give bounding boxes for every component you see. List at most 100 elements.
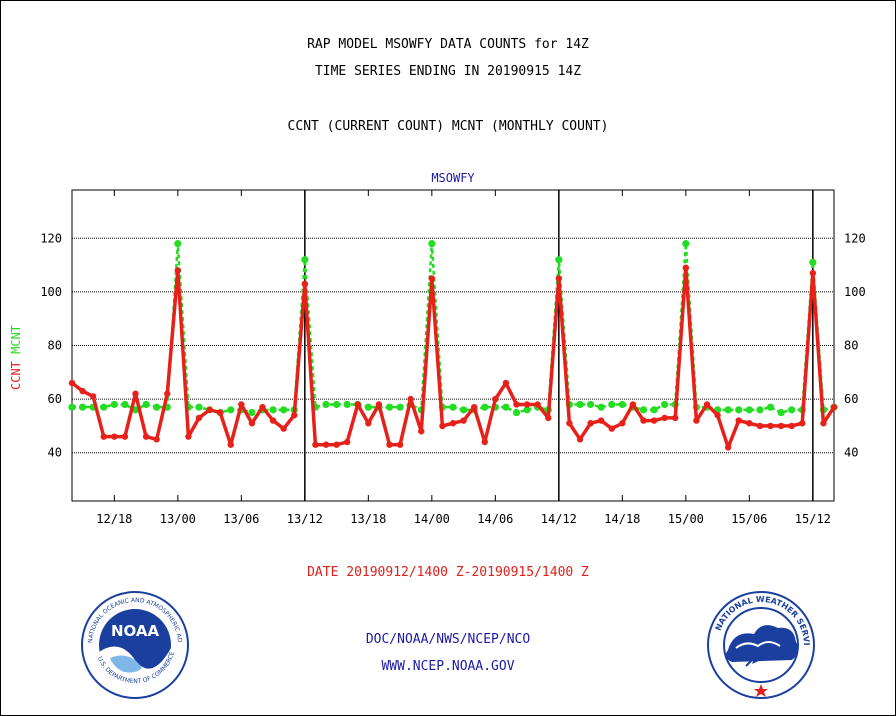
y-tick-label-left: 120 [40, 231, 62, 245]
date-range: DATE 20190912/1400 Z-20190915/1400 Z [307, 565, 589, 580]
y-axis-label: CCNT MCNT [9, 325, 23, 390]
x-tick-label: 15/00 [668, 512, 704, 526]
point-ccnt [216, 409, 224, 416]
x-tick-label: 13/18 [350, 512, 386, 526]
point-ccnt [576, 436, 584, 443]
point-mcnt [639, 406, 648, 414]
point-ccnt [777, 422, 785, 430]
point-ccnt [248, 420, 256, 427]
point-mcnt [766, 403, 775, 411]
point-ccnt [333, 441, 340, 448]
point-ccnt [587, 420, 594, 427]
point-ccnt [164, 390, 171, 397]
point-ccnt [820, 420, 827, 427]
point-mcnt [174, 240, 182, 248]
x-tick-label: 13/06 [223, 512, 259, 526]
point-ccnt [481, 438, 488, 446]
point-ccnt [714, 412, 721, 419]
point-ccnt [650, 417, 658, 424]
point-ccnt [111, 433, 118, 440]
point-ccnt [460, 417, 467, 424]
point-ccnt [280, 425, 287, 432]
point-mcnt [301, 256, 309, 264]
point-ccnt [89, 393, 97, 400]
point-mcnt [332, 400, 341, 409]
x-tick-label: 15/06 [731, 512, 767, 526]
point-ccnt [121, 433, 129, 440]
y-tick-label-right: 120 [844, 231, 866, 245]
ncep-url: WWW.NCEP.NOAA.GOV [381, 659, 515, 674]
point-ccnt [597, 417, 605, 424]
point-ccnt [555, 275, 563, 282]
point-mcnt [364, 403, 372, 411]
point-mcnt [459, 406, 468, 414]
y-tick-label-left: 80 [48, 339, 62, 353]
point-ccnt [68, 379, 76, 387]
point-ccnt [79, 387, 86, 395]
point-ccnt [428, 275, 436, 282]
point-ccnt [746, 420, 753, 427]
point-ccnt [185, 433, 192, 440]
point-ccnt [418, 428, 425, 435]
point-ccnt [470, 403, 478, 411]
point-mcnt [428, 240, 436, 248]
point-ccnt [206, 406, 213, 414]
point-ccnt [523, 401, 531, 408]
point-ccnt [312, 441, 319, 448]
chart-title-line1: RAP MODEL MSOWFY DATA COUNTS for 14Z [307, 37, 589, 52]
point-mcnt [682, 240, 690, 248]
point-mcnt [597, 403, 605, 411]
x-tick-label: 15/12 [795, 512, 831, 526]
org-path: DOC/NOAA/NWS/NCEP/NCO [365, 632, 531, 647]
point-ccnt [142, 433, 150, 440]
point-mcnt [745, 406, 753, 414]
point-mcnt [195, 403, 203, 411]
point-ccnt [566, 420, 573, 427]
point-ccnt [682, 264, 690, 271]
point-mcnt [227, 406, 235, 414]
chart-title-line2: TIME SERIES ENDING IN 20190915 14Z [314, 64, 582, 79]
point-ccnt [343, 438, 351, 446]
point-ccnt [322, 441, 330, 448]
plot-title: MSOWFY [431, 171, 475, 185]
point-mcnt [724, 406, 732, 414]
point-mcnt [280, 406, 288, 414]
point-ccnt [153, 436, 160, 443]
point-ccnt [703, 401, 711, 408]
nws-logo: NATIONAL WEATHER SERVICE [706, 590, 815, 699]
point-ccnt [830, 403, 838, 411]
point-ccnt [767, 422, 774, 430]
point-ccnt [693, 417, 700, 424]
point-mcnt [153, 403, 161, 411]
point-mcnt [555, 256, 563, 264]
point-ccnt [354, 401, 361, 408]
x-tick-label: 13/12 [287, 512, 323, 526]
point-ccnt [396, 441, 404, 448]
noaa-logo: NOAA NATIONAL OCEANIC AND ATMOSPHERIC AD… [80, 590, 189, 699]
point-mcnt [586, 400, 595, 409]
point-ccnt [799, 420, 806, 427]
point-ccnt [100, 433, 107, 440]
point-ccnt [492, 395, 499, 403]
point-ccnt [608, 425, 615, 432]
point-mcnt [756, 406, 764, 414]
point-mcnt [248, 408, 256, 417]
point-ccnt [788, 422, 795, 430]
y-tick-label-right: 60 [844, 392, 858, 406]
point-ccnt [640, 417, 647, 424]
point-ccnt [513, 401, 520, 408]
point-ccnt [756, 422, 764, 430]
point-ccnt [365, 420, 372, 427]
point-ccnt [439, 422, 446, 430]
point-mcnt [576, 400, 584, 409]
point-ccnt [269, 417, 277, 424]
point-mcnt [618, 400, 626, 409]
x-tick-label: 14/06 [477, 512, 513, 526]
point-mcnt [78, 403, 87, 411]
point-ccnt [132, 390, 139, 397]
point-mcnt [322, 400, 330, 409]
point-mcnt [481, 403, 489, 411]
y-tick-label-right: 40 [844, 446, 858, 460]
point-ccnt [238, 401, 245, 408]
